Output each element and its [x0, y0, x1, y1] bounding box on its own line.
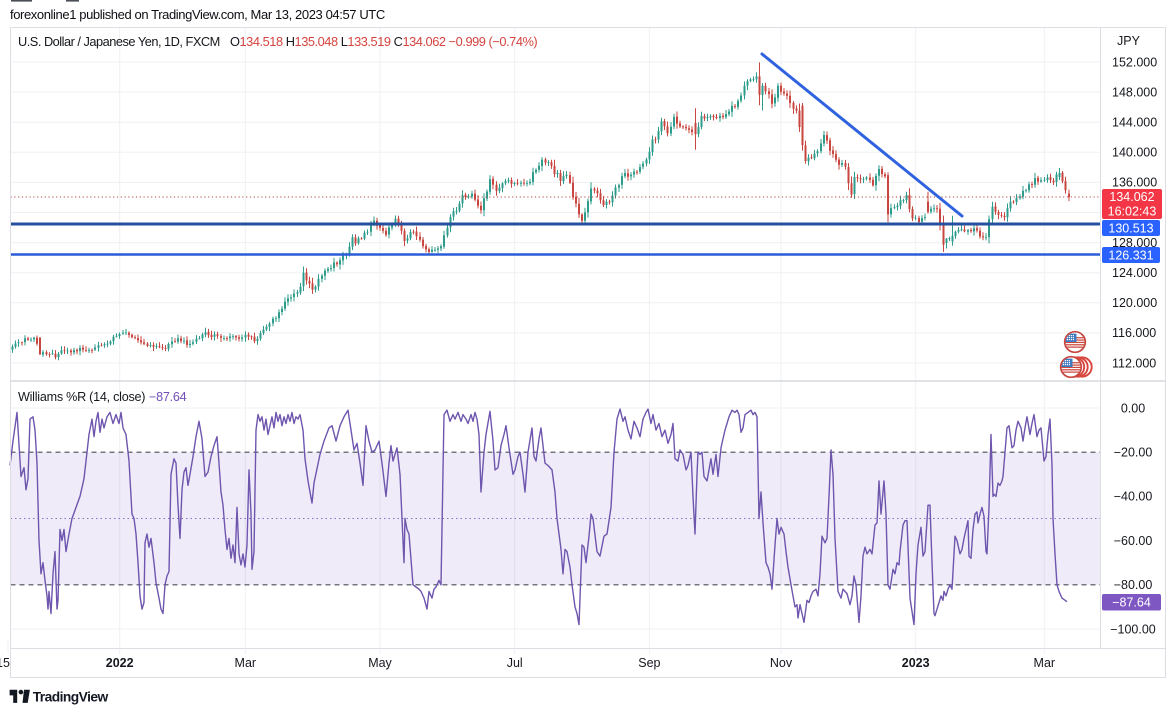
svg-text:140.000: 140.000	[1112, 146, 1157, 160]
svg-text:130.513: 130.513	[1108, 221, 1153, 235]
svg-text:forexonline1 published on Trad: forexonline1 published on TradingView.co…	[10, 7, 385, 22]
svg-text:−40.00: −40.00	[1114, 490, 1153, 504]
svg-text:0.00: 0.00	[1121, 401, 1145, 415]
svg-text:O134.518 H135.048 L133.519 C13: O134.518 H135.048 L133.519 C134.062 −0.9…	[230, 34, 537, 49]
svg-text:116.000: 116.000	[1112, 326, 1156, 340]
svg-text:15: 15	[0, 656, 10, 670]
svg-text:−20.00: −20.00	[1114, 446, 1153, 460]
svg-text:−87.64: −87.64	[149, 390, 187, 404]
svg-text:May: May	[368, 656, 392, 670]
svg-text:2023: 2023	[902, 656, 930, 670]
svg-text:136.000: 136.000	[1112, 176, 1157, 190]
svg-text:120.000: 120.000	[1112, 296, 1157, 310]
svg-text:Nov: Nov	[770, 656, 793, 670]
svg-text:126.331: 126.331	[1108, 248, 1153, 262]
svg-text:U.S. Dollar / Japanese Yen, 1D: U.S. Dollar / Japanese Yen, 1D, FXCM	[18, 34, 220, 49]
svg-text:134.062: 134.062	[1109, 190, 1154, 204]
svg-text:Mar: Mar	[1034, 656, 1056, 670]
svg-text:152.000: 152.000	[1112, 55, 1157, 69]
svg-text:TradingView: TradingView	[33, 690, 109, 705]
svg-text:Jul: Jul	[507, 656, 523, 670]
svg-text:Williams %R (14, close): Williams %R (14, close)	[18, 390, 145, 404]
svg-text:16:02:43: 16:02:43	[1108, 205, 1157, 219]
svg-text:144.000: 144.000	[1112, 116, 1157, 130]
svg-text:124.000: 124.000	[1112, 266, 1157, 280]
svg-text:Sep: Sep	[638, 656, 660, 670]
svg-text:−80.00: −80.00	[1114, 578, 1153, 592]
svg-text:2022: 2022	[106, 656, 134, 670]
svg-text:JPY: JPY	[1117, 34, 1141, 48]
svg-text:−87.64: −87.64	[1112, 596, 1151, 610]
svg-text:112.000: 112.000	[1112, 356, 1156, 370]
svg-text:148.000: 148.000	[1112, 85, 1157, 99]
svg-text:128.000: 128.000	[1112, 236, 1157, 250]
svg-text:Mar: Mar	[235, 656, 257, 670]
svg-text:−60.00: −60.00	[1114, 534, 1153, 548]
svg-text:−100.00: −100.00	[1110, 622, 1156, 636]
